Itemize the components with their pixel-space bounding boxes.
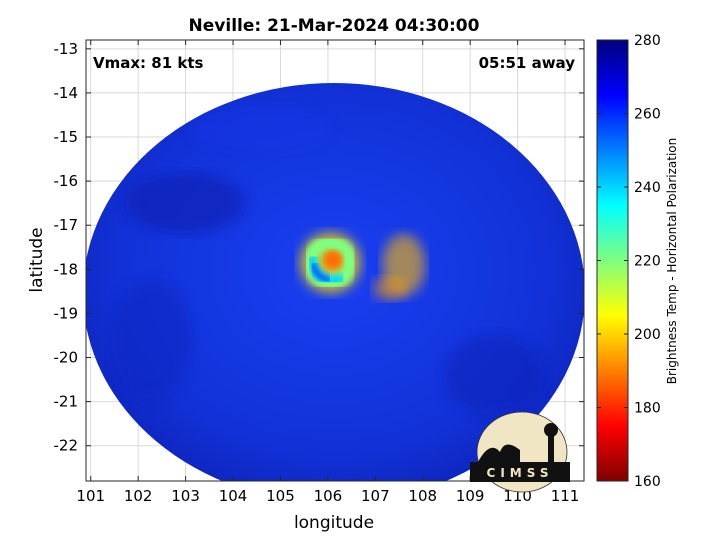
y-tick-label: -15 bbox=[54, 128, 79, 146]
y-tick-label: -18 bbox=[54, 260, 79, 278]
y-tick-label: -13 bbox=[54, 40, 79, 58]
x-tick-label: 103 bbox=[171, 487, 200, 505]
x-axis-ticks: 101 102 103 104 105 106 107 108 109 110 111 bbox=[76, 40, 579, 505]
y-axis-label: latitude bbox=[27, 227, 47, 292]
colorbar-tick-label: 280 bbox=[634, 33, 661, 49]
cimss-logo: CIMSS bbox=[470, 411, 570, 493]
x-tick-label: 104 bbox=[219, 487, 248, 505]
colorbar-tick-label: 180 bbox=[634, 401, 661, 417]
colorbar bbox=[596, 39, 629, 482]
y-tick-label: -20 bbox=[54, 349, 79, 367]
logo-base bbox=[470, 462, 570, 482]
x-tick-label: 102 bbox=[124, 487, 153, 505]
colorbar-tick-label: 260 bbox=[634, 107, 661, 123]
logo-text: CIMSS bbox=[487, 466, 554, 480]
time-away-annotation: 05:51 away bbox=[479, 54, 576, 72]
colorbar-tick-label: 160 bbox=[634, 474, 661, 490]
rainband-tail bbox=[372, 276, 407, 301]
storm-eye bbox=[324, 250, 343, 269]
y-axis-ticks: -13 -14 -15 -16 -17 -18 -19 -20 -21 -22 bbox=[54, 40, 584, 455]
texture-patch bbox=[112, 279, 193, 400]
y-tick-label: -17 bbox=[54, 216, 79, 234]
colorbar-tick-label: 200 bbox=[634, 327, 661, 343]
x-axis-label: longitude bbox=[294, 513, 374, 533]
y-tick-label: -19 bbox=[54, 304, 79, 322]
x-tick-label: 109 bbox=[456, 487, 485, 505]
y-tick-label: -16 bbox=[54, 172, 79, 190]
axes-box bbox=[85, 39, 585, 482]
texture-patch bbox=[443, 335, 544, 416]
logo-dish-icon bbox=[478, 444, 520, 462]
eyewall-core-arc bbox=[310, 261, 332, 283]
logo-tower-icon bbox=[548, 430, 554, 462]
brightness-temp-image bbox=[86, 83, 584, 481]
chart-title: Neville: 21-Mar-2024 04:30:00 bbox=[189, 16, 480, 36]
x-tick-label: 101 bbox=[76, 487, 105, 505]
logo-tower-top-icon bbox=[544, 423, 558, 437]
x-tick-label: 105 bbox=[266, 487, 295, 505]
x-tick-label: 111 bbox=[551, 487, 580, 505]
y-tick-label: -22 bbox=[54, 437, 79, 455]
y-tick-label: -14 bbox=[54, 84, 79, 102]
colorbar-ticks: 160 180 200 220 240 260 280 bbox=[597, 33, 661, 490]
vmax-annotation: Vmax: 81 kts bbox=[93, 54, 203, 72]
texture-patch bbox=[191, 103, 332, 154]
colorbar-tick-label: 240 bbox=[634, 180, 661, 196]
y-tick-label: -21 bbox=[54, 393, 79, 411]
colorbar-tick-label: 220 bbox=[634, 254, 661, 270]
x-tick-label: 106 bbox=[314, 487, 343, 505]
colorbar-label: Brightness Temp - Horizontal Polarizatio… bbox=[665, 138, 679, 385]
texture-patch bbox=[125, 173, 246, 234]
x-tick-label: 108 bbox=[408, 487, 437, 505]
x-tick-label: 107 bbox=[361, 487, 390, 505]
